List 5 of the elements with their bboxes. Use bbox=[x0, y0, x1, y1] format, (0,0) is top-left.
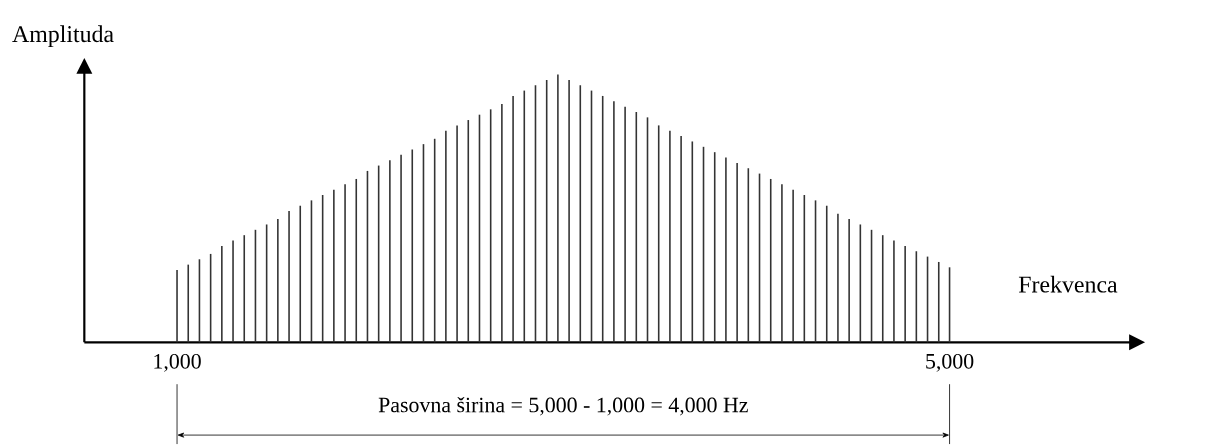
x-tick-label: 5,000 bbox=[926, 353, 974, 372]
x-axis-title: Frekvenca bbox=[1018, 275, 1118, 293]
y-axis-title: Amplituda bbox=[12, 25, 114, 47]
text: Pasovna širina = 5,000 - 1,000 = 4,000 Hz bbox=[378, 396, 748, 416]
x-tick-label: 1,000 bbox=[154, 353, 201, 372]
